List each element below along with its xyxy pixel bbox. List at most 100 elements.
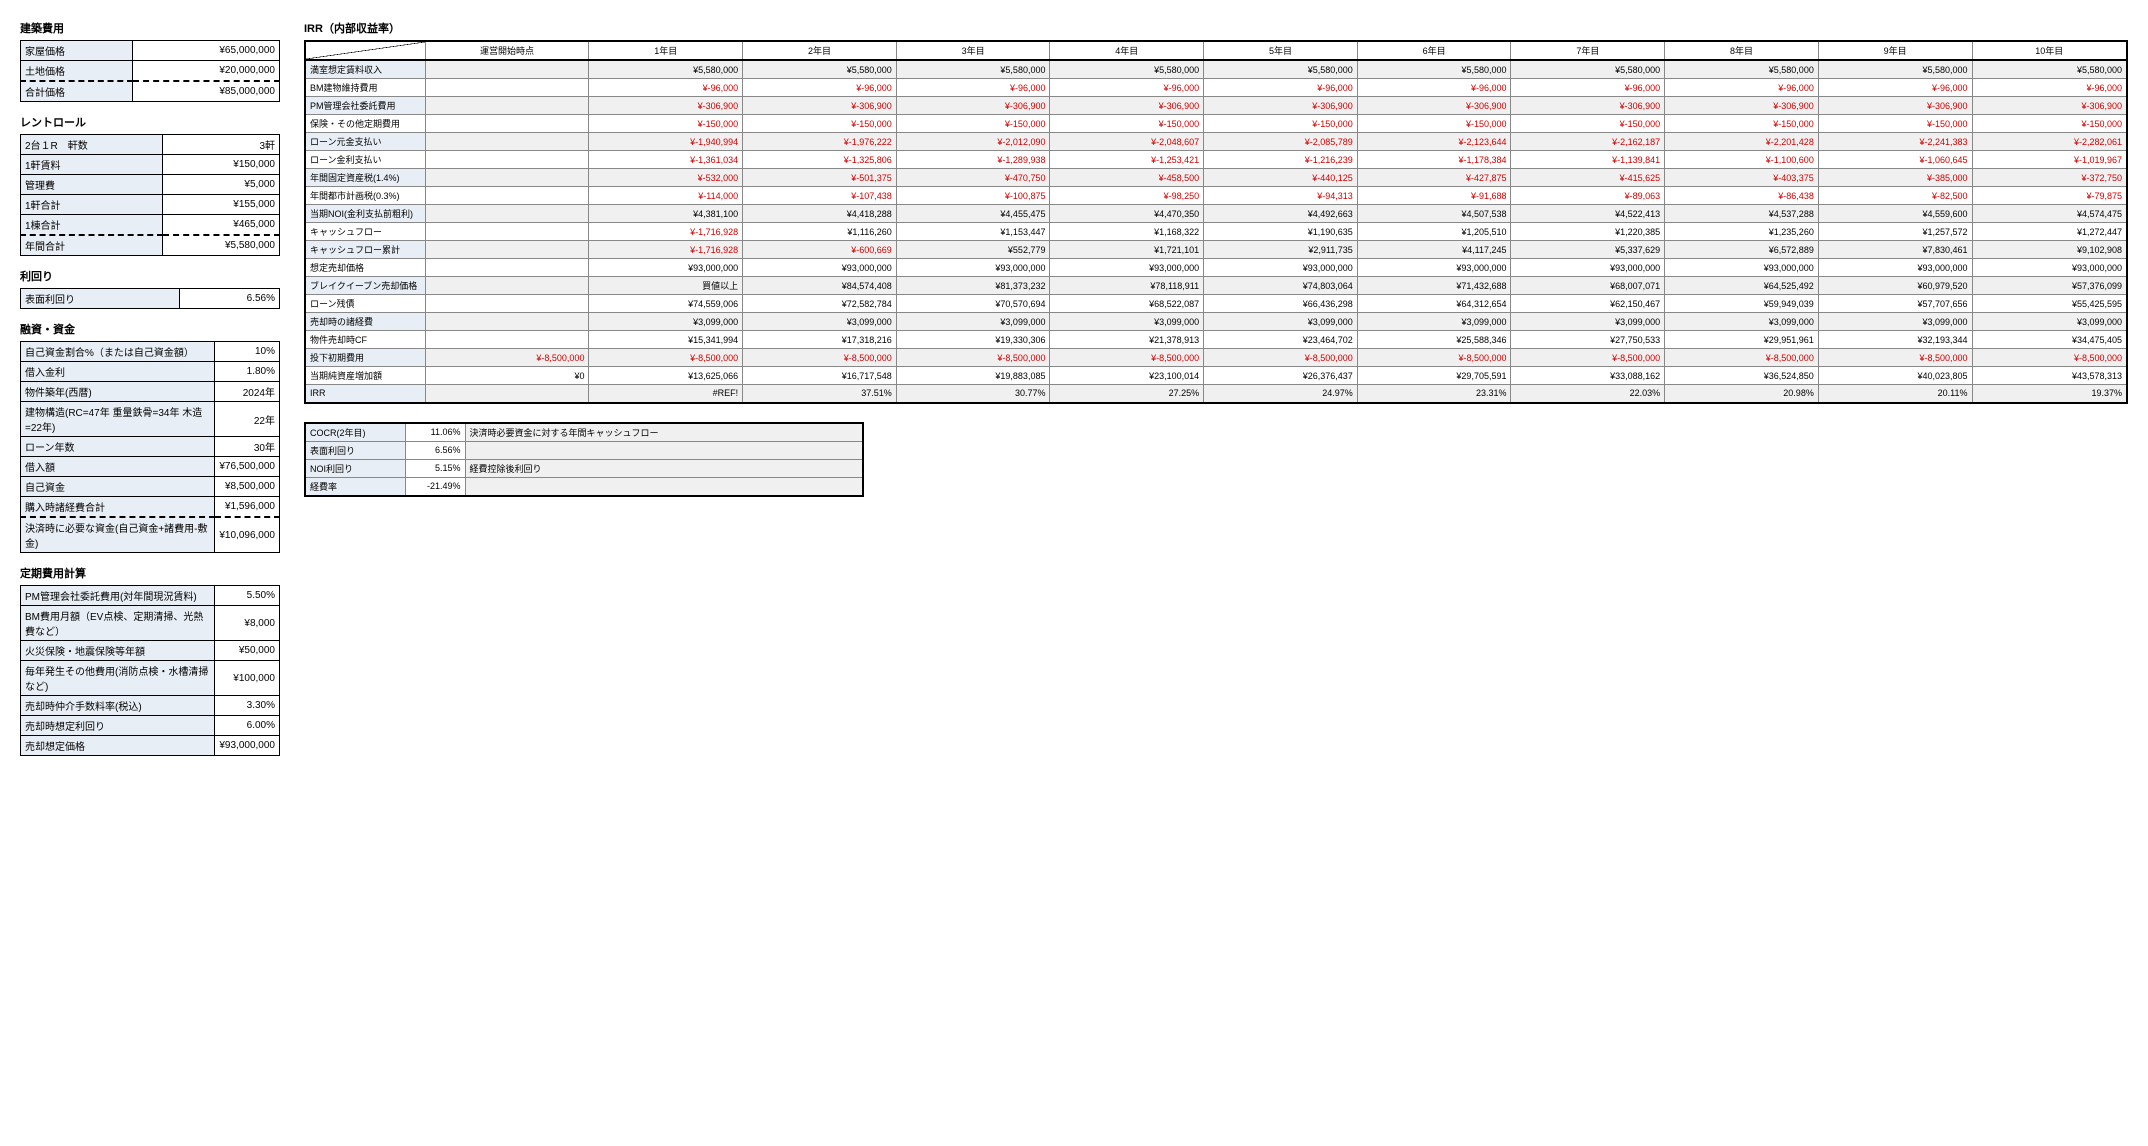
irr-cell: ¥-96,000 <box>896 79 1050 97</box>
irr-cell: ¥-2,162,187 <box>1511 133 1665 151</box>
irr-header: 運営開始時点 <box>425 41 589 60</box>
irr-cell: ¥19,330,306 <box>896 331 1050 349</box>
irr-cell: ¥-96,000 <box>743 79 897 97</box>
irr-cell: ¥-8,500,000 <box>1511 349 1665 367</box>
irr-cell: ¥3,099,000 <box>896 313 1050 331</box>
row-label: BM費用月額（EV点検、定期清掃、光熱費など） <box>21 606 215 641</box>
irr-start-cell <box>425 115 589 133</box>
irr-cell: ¥1,153,447 <box>896 223 1050 241</box>
irr-cell: ¥-1,976,222 <box>743 133 897 151</box>
irr-cell: ¥-98,250 <box>1050 187 1204 205</box>
row-value: 2024年 <box>215 382 280 402</box>
irr-start-cell <box>425 79 589 97</box>
irr-cell: ¥-1,100,600 <box>1665 151 1819 169</box>
row-label: 合計価格 <box>21 81 133 102</box>
irr-cell: ¥29,705,591 <box>1357 367 1511 385</box>
irr-cell: ¥-1,019,967 <box>1972 151 2127 169</box>
irr-cell: ¥-403,375 <box>1665 169 1819 187</box>
financing-table: 自己資金割合%（または自己資金額）10%借入金利1.80%物件築年(西暦)202… <box>20 341 280 553</box>
irr-cell: ¥-532,000 <box>589 169 743 187</box>
irr-row-label: 売却時の諸経費 <box>305 313 425 331</box>
irr-cell: ¥84,574,408 <box>743 277 897 295</box>
row-value: ¥8,000 <box>215 606 280 641</box>
summary-value: -21.49% <box>405 477 465 496</box>
irr-cell: ¥-2,123,644 <box>1357 133 1511 151</box>
irr-cell: ¥-306,900 <box>1050 97 1204 115</box>
row-label: 土地価格 <box>21 61 133 82</box>
irr-cell: 30.77% <box>896 385 1050 403</box>
irr-cell: ¥70,570,694 <box>896 295 1050 313</box>
summary-value: 11.06% <box>405 423 465 442</box>
row-label: 1軒合計 <box>21 195 163 215</box>
irr-cell: ¥-1,716,928 <box>589 241 743 259</box>
irr-cell: ¥5,580,000 <box>589 60 743 79</box>
irr-cell: ¥93,000,000 <box>1818 259 1972 277</box>
irr-cell: ¥-107,438 <box>743 187 897 205</box>
irr-cell: ¥-96,000 <box>1818 79 1972 97</box>
irr-cell: 37.51% <box>743 385 897 403</box>
row-label: 1軒賃料 <box>21 155 163 175</box>
irr-row-label: PM管理会社委託費用 <box>305 97 425 115</box>
row-label: 表面利回り <box>21 289 180 309</box>
irr-cell: ¥4,574,475 <box>1972 205 2127 223</box>
irr-row-label: 当期NOI(金利支払前粗利) <box>305 205 425 223</box>
irr-cell: ¥6,572,889 <box>1665 241 1819 259</box>
row-label: 自己資金割合%（または自己資金額） <box>21 342 215 362</box>
irr-cell: ¥-86,438 <box>1665 187 1819 205</box>
irr-cell: ¥15,341,994 <box>589 331 743 349</box>
irr-cell: ¥-501,375 <box>743 169 897 187</box>
row-value: 6.00% <box>215 716 280 736</box>
irr-row-label: ローン元金支払い <box>305 133 425 151</box>
irr-cell: ¥-1,216,239 <box>1204 151 1358 169</box>
irr-cell: ¥3,099,000 <box>1357 313 1511 331</box>
summary-value: 5.15% <box>405 459 465 477</box>
irr-cell: ¥-8,500,000 <box>1972 349 2127 367</box>
irr-cell: ¥1,220,385 <box>1511 223 1665 241</box>
irr-cell: ¥93,000,000 <box>1357 259 1511 277</box>
row-value: ¥155,000 <box>163 195 280 215</box>
irr-row-label: BM建物維持費用 <box>305 79 425 97</box>
irr-cell: ¥-306,900 <box>1818 97 1972 115</box>
irr-cell: ¥-150,000 <box>896 115 1050 133</box>
irr-cell: ¥-306,900 <box>1972 97 2127 115</box>
irr-cell: ¥-2,012,090 <box>896 133 1050 151</box>
row-label: 物件築年(西暦) <box>21 382 215 402</box>
left-column: 建築費用 家屋価格¥65,000,000土地価格¥20,000,000合計価格¥… <box>20 20 280 756</box>
irr-row-label: 保険・その他定期費用 <box>305 115 425 133</box>
irr-cell: ¥-8,500,000 <box>1204 349 1358 367</box>
summary-desc <box>465 441 863 459</box>
irr-cell: ¥-306,900 <box>743 97 897 115</box>
irr-cell: 20.11% <box>1818 385 1972 403</box>
irr-cell: ¥-89,063 <box>1511 187 1665 205</box>
irr-cell: ¥-415,625 <box>1511 169 1665 187</box>
irr-row-label: IRR <box>305 385 425 403</box>
irr-cell: ¥19,883,085 <box>896 367 1050 385</box>
irr-cell: ¥5,337,629 <box>1511 241 1665 259</box>
irr-cell: ¥13,625,066 <box>589 367 743 385</box>
summary-desc <box>465 477 863 496</box>
irr-cell: ¥5,580,000 <box>1665 60 1819 79</box>
irr-cell: ¥3,099,000 <box>1818 313 1972 331</box>
irr-row-label: 満室想定賃料収入 <box>305 60 425 79</box>
row-value: 1.80% <box>215 362 280 382</box>
irr-row-label: ローン残債 <box>305 295 425 313</box>
row-value: ¥150,000 <box>163 155 280 175</box>
irr-cell: ¥-96,000 <box>1050 79 1204 97</box>
irr-cell: ¥5,580,000 <box>1818 60 1972 79</box>
irr-cell: 買値以上 <box>589 277 743 295</box>
row-label: 売却時仲介手数料率(税込) <box>21 696 215 716</box>
irr-cell: ¥78,118,911 <box>1050 277 1204 295</box>
summary-value: 6.56% <box>405 441 465 459</box>
row-value: ¥100,000 <box>215 661 280 696</box>
summary-label: 表面利回り <box>305 441 405 459</box>
irr-cell: ¥-2,201,428 <box>1665 133 1819 151</box>
irr-row-label: キャッシュフロー累計 <box>305 241 425 259</box>
row-value: ¥20,000,000 <box>132 61 279 82</box>
irr-cell: ¥5,580,000 <box>1511 60 1665 79</box>
irr-cell: 22.03% <box>1511 385 1665 403</box>
irr-cell: ¥-79,875 <box>1972 187 2127 205</box>
irr-header: 5年目 <box>1204 41 1358 60</box>
irr-cell: ¥3,099,000 <box>1665 313 1819 331</box>
row-value: ¥76,500,000 <box>215 457 280 477</box>
row-label: 火災保険・地震保険等年額 <box>21 641 215 661</box>
